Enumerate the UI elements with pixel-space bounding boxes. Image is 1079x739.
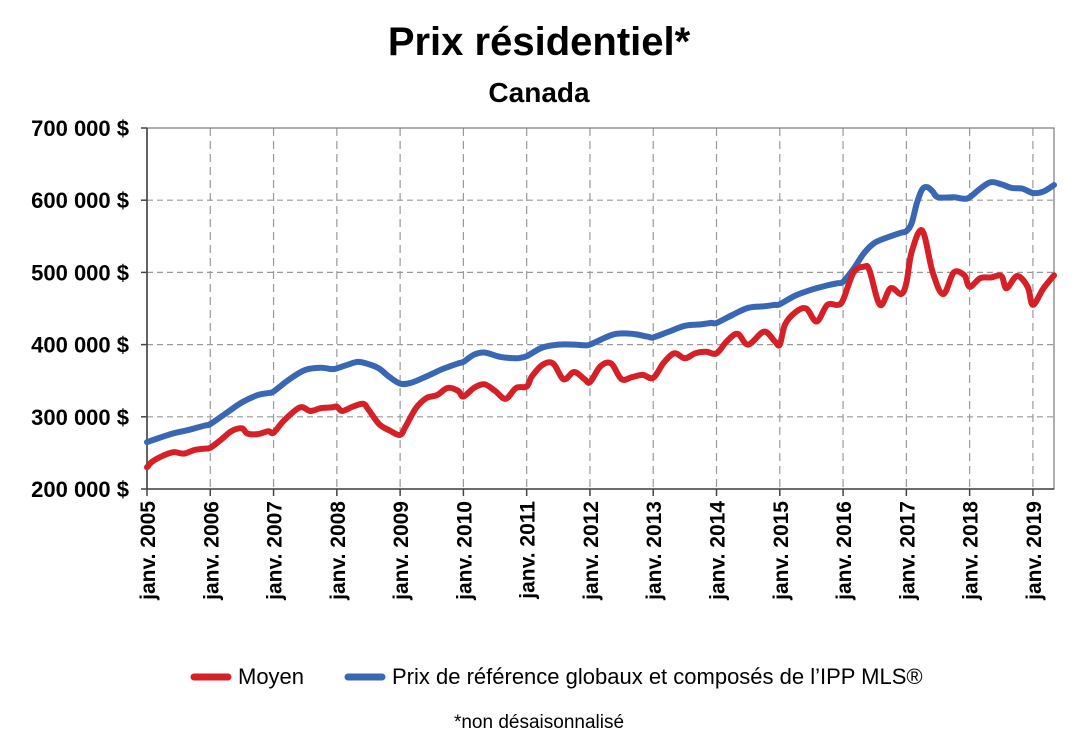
x-tick-label: janv. 2006 xyxy=(200,501,223,601)
legend-label-moyen: Moyen xyxy=(238,664,304,689)
y-tick-label: 400 000 $ xyxy=(31,333,129,358)
y-axis: 200 000 $ 300 000 $ 400 000 $ 500 000 $ 600 … xyxy=(31,116,147,502)
x-tick-label: janv. 2009 xyxy=(390,501,413,601)
legend: Moyen Prix de référence globaux et compo… xyxy=(190,664,923,689)
x-tick-label: janv. 2013 xyxy=(643,501,666,601)
x-tick-label: janv. 2014 xyxy=(707,501,730,601)
x-tick-label: janv. 2019 xyxy=(1023,501,1046,601)
y-tick-label: 200 000 $ xyxy=(31,477,129,502)
chart-subtitle: Canada xyxy=(488,77,590,108)
x-tick-label: janv. 2008 xyxy=(327,501,350,601)
y-tick-label: 300 000 $ xyxy=(31,405,129,430)
x-tick-label: janv. 2005 xyxy=(137,501,160,601)
legend-label-ipp: Prix de référence globaux et composés de… xyxy=(392,664,923,689)
y-tick-label: 700 000 $ xyxy=(31,116,129,141)
plot-frame xyxy=(146,127,1055,490)
y-tick-label: 500 000 $ xyxy=(31,260,129,285)
x-tick-label: janv. 2011 xyxy=(517,501,540,600)
plot-area-border xyxy=(146,127,1055,490)
x-axis: janv. 2005 janv. 2006 janv. 2007 janv. 2008… xyxy=(137,489,1046,601)
series-line-moyen xyxy=(144,227,1057,471)
grid xyxy=(147,128,1054,489)
x-tick-label: janv. 2016 xyxy=(833,501,856,601)
x-tick-label: janv. 2010 xyxy=(453,501,476,601)
x-tick-label: janv. 2015 xyxy=(770,501,793,601)
series-lines xyxy=(144,179,1057,471)
x-tick-label: janv. 2017 xyxy=(896,501,919,601)
x-tick-label: janv. 2012 xyxy=(580,501,603,601)
chart-title: Prix résidentiel* xyxy=(388,20,691,64)
footnote: *non désaisonnalisé xyxy=(454,712,624,733)
x-tick-label: janv. 2007 xyxy=(264,501,287,601)
x-tick-label: janv. 2018 xyxy=(960,501,983,601)
series-line-ipp xyxy=(144,179,1057,446)
y-tick-label: 600 000 $ xyxy=(31,188,129,213)
